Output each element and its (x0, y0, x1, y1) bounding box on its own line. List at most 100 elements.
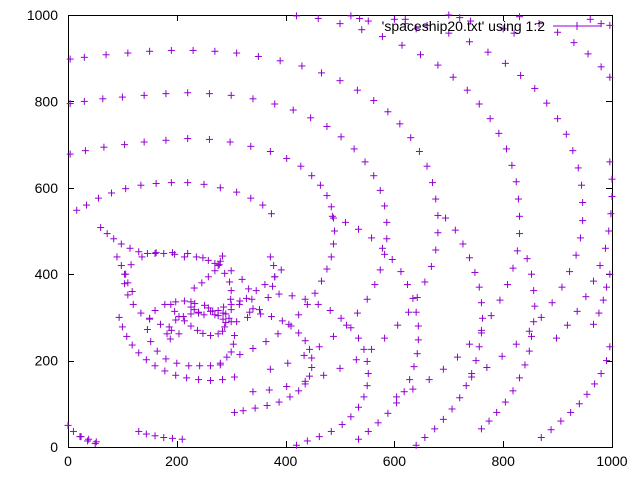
data-point (214, 306, 222, 314)
data-point (171, 307, 179, 315)
data-point (207, 307, 215, 315)
data-point (537, 313, 545, 321)
data-point (512, 178, 520, 186)
data-point (252, 287, 260, 295)
data-point (336, 364, 344, 372)
data-point (187, 322, 195, 330)
data-point (414, 322, 422, 330)
data-point (204, 273, 212, 281)
data-point (360, 393, 368, 401)
data-point (298, 62, 306, 70)
data-point (77, 433, 85, 441)
data-point (508, 161, 516, 169)
data-point (216, 257, 224, 265)
data-point (521, 361, 529, 369)
data-point (414, 336, 422, 344)
data-point (249, 388, 257, 396)
data-point (128, 341, 136, 349)
data-point (153, 347, 161, 355)
y-tick-label: 0 (50, 439, 58, 455)
data-point (249, 95, 257, 103)
data-point (235, 300, 243, 308)
data-point (292, 441, 300, 449)
data-point (266, 253, 274, 261)
data-point (537, 433, 545, 441)
data-point (343, 321, 351, 329)
data-point (242, 294, 250, 302)
data-point (554, 28, 562, 36)
data-point (523, 255, 531, 263)
data-point (486, 115, 494, 123)
data-point (573, 307, 581, 315)
x-tick-label: 400 (274, 453, 298, 469)
data-point (94, 194, 102, 202)
data-point (121, 280, 129, 288)
data-point (184, 249, 192, 257)
data-point (314, 14, 322, 22)
data-point (283, 383, 291, 391)
data-point (246, 308, 254, 316)
data-point (192, 253, 200, 261)
data-point (485, 417, 493, 425)
data-point (428, 179, 436, 187)
data-point (341, 218, 349, 226)
data-point (249, 305, 257, 313)
data-point (152, 179, 160, 187)
data-point (483, 364, 491, 372)
data-point (475, 100, 483, 108)
data-point (211, 267, 219, 275)
data-point (199, 254, 207, 262)
data-point (211, 259, 219, 267)
data-point (303, 437, 311, 445)
data-point (233, 49, 241, 57)
data-point (266, 365, 274, 373)
data-point (606, 270, 614, 278)
data-point (475, 343, 483, 351)
data-point (118, 323, 126, 331)
data-point (166, 335, 174, 343)
data-point (434, 61, 442, 69)
data-point (73, 206, 81, 214)
data-point (306, 372, 314, 380)
data-point (300, 351, 308, 359)
data-point (512, 340, 520, 348)
data-point (230, 408, 238, 416)
data-point (530, 318, 538, 326)
data-point (81, 147, 89, 155)
data-point (350, 145, 358, 153)
data-point (413, 350, 421, 358)
data-point (415, 148, 423, 156)
data-point (477, 425, 485, 433)
data-point (314, 300, 322, 308)
data-point (110, 235, 118, 243)
data-point (572, 251, 580, 259)
data-point (607, 210, 615, 218)
data-point (381, 250, 389, 258)
data-point (353, 86, 361, 94)
data-point (409, 385, 417, 393)
data-point (270, 262, 278, 270)
data-point (218, 327, 226, 335)
data-point (590, 277, 598, 285)
data-point (423, 162, 431, 170)
data-point (562, 130, 570, 138)
data-point (487, 312, 495, 320)
data-point (405, 308, 413, 316)
data-point (151, 432, 159, 440)
data-point (180, 253, 188, 261)
data-point (557, 417, 565, 425)
data-point (230, 332, 238, 340)
data-point (439, 415, 447, 423)
data-point (336, 77, 344, 85)
data-point (207, 376, 215, 384)
data-point (563, 321, 571, 329)
data-point (160, 433, 168, 441)
data-point (597, 20, 605, 28)
data-point (569, 147, 577, 155)
data-point (383, 218, 391, 226)
data-point (400, 388, 408, 396)
data-point (516, 13, 524, 21)
data-point (356, 14, 364, 22)
data-point (124, 279, 132, 287)
data-point (82, 201, 90, 209)
